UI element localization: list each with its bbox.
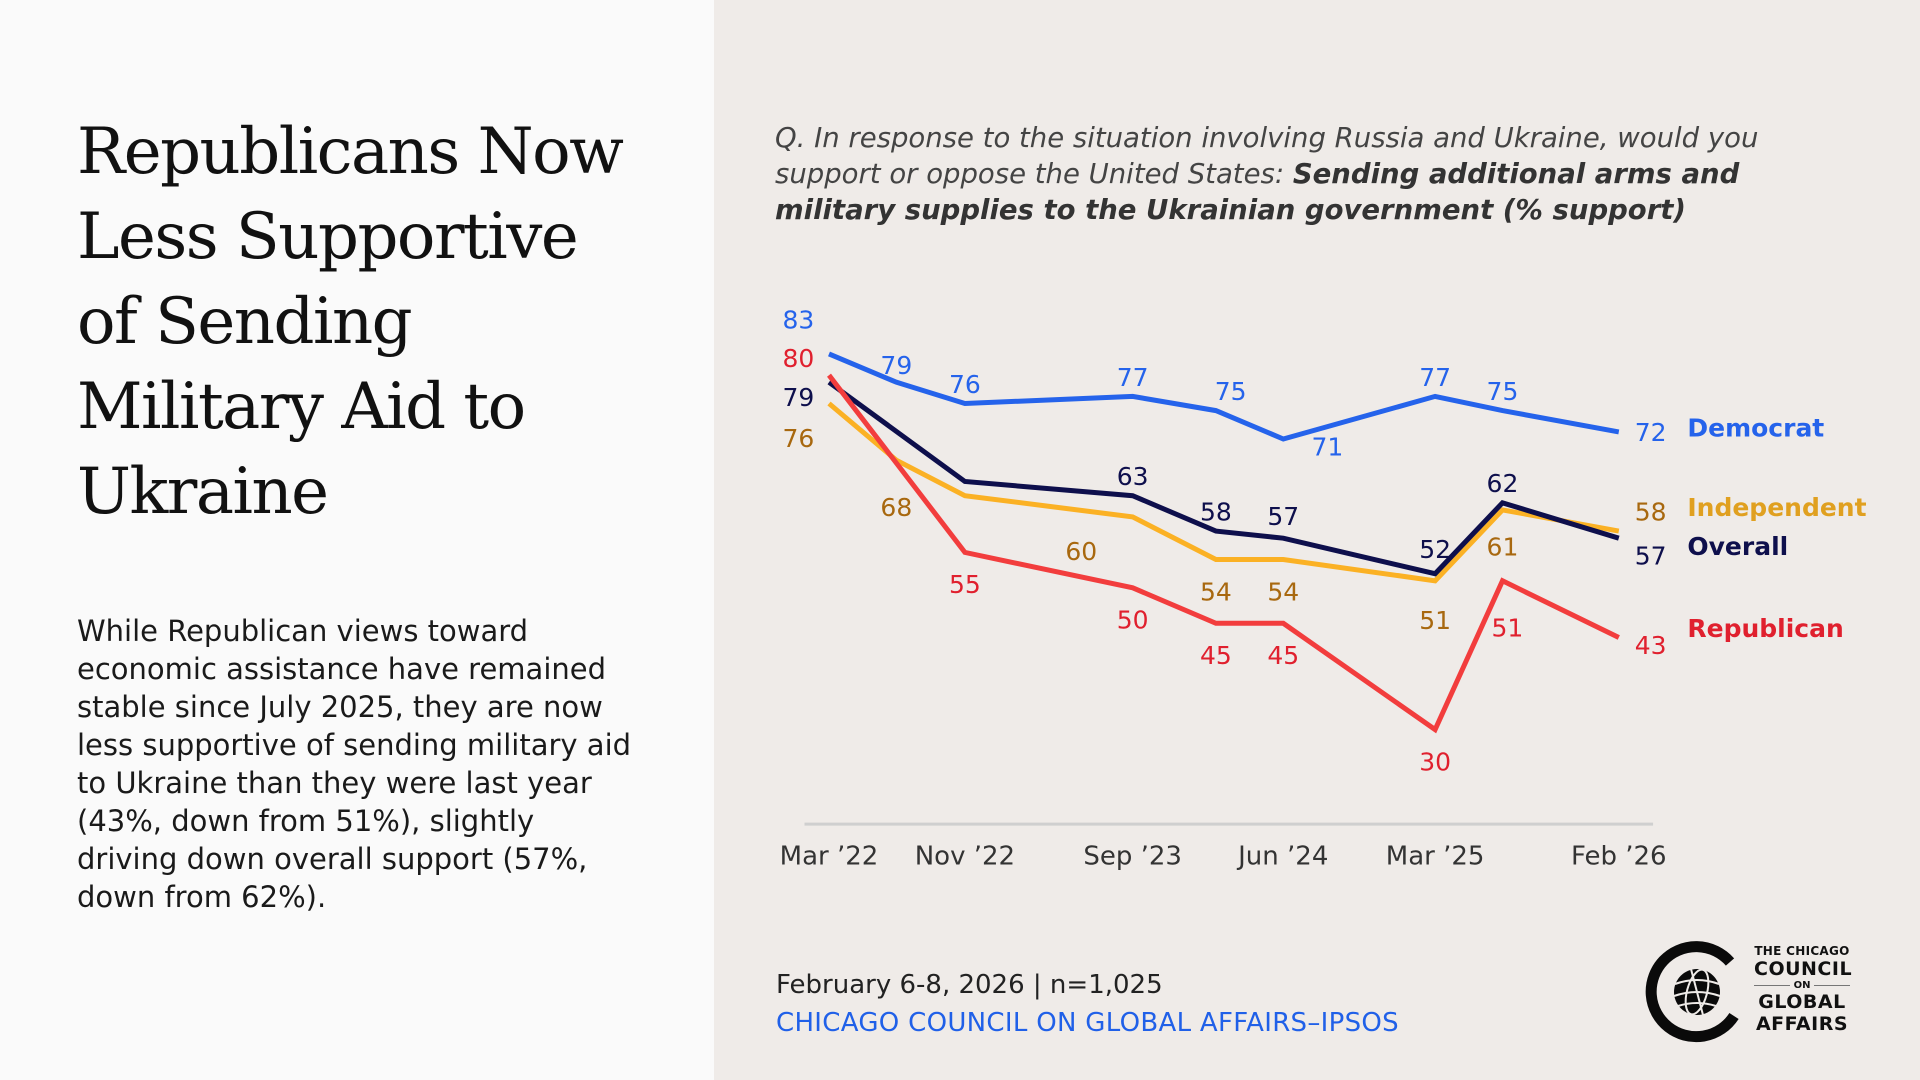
headline-line: Republicans Now: [77, 115, 624, 189]
data-label-independent: 58: [1635, 498, 1667, 527]
left-panel: Republicans Now Less Supportive of Sendi…: [0, 0, 714, 1080]
data-label-republican: 30: [1419, 747, 1451, 776]
data-label-republican: 51: [1491, 613, 1523, 642]
logo-line: COUNCIL: [1754, 958, 1853, 980]
data-label-overall: 52: [1419, 535, 1451, 564]
data-label-independent: 60: [1065, 537, 1097, 566]
source-label: CHICAGO COUNCIL ON GLOBAL AFFAIRS–IPSOS: [776, 1008, 1399, 1038]
data-label-democrat: 83: [782, 306, 814, 335]
logo-wordmark: THE CHICAGO COUNCIL ON GLOBAL AFFAIRS: [1754, 944, 1853, 1035]
logo-line: GLOBAL: [1758, 991, 1846, 1013]
logo-line: THE CHICAGO: [1754, 944, 1850, 958]
question-prefix: Q. In response to the situation involvin…: [775, 122, 1759, 190]
data-label-democrat: 77: [1419, 363, 1451, 392]
series-line-overall: [827, 380, 1620, 577]
logo-line: AFFAIRS: [1755, 1013, 1849, 1035]
data-label-independent: 54: [1267, 577, 1299, 606]
logo-line: ON: [1754, 980, 1850, 991]
data-label-overall: 57: [1635, 541, 1667, 570]
x-tick-label: Mar ’22: [780, 841, 879, 871]
legend-independent: Independent: [1687, 493, 1866, 522]
data-label-independent: 76: [782, 424, 814, 453]
series-line-republican: [827, 373, 1620, 734]
chicago-council-logo: THE CHICAGO COUNCIL ON GLOBAL AFFAIRS: [1642, 938, 1852, 1048]
globe-c-icon: [1645, 941, 1739, 1043]
data-label-independent: 61: [1487, 533, 1519, 562]
series-line-democrat: [828, 351, 1620, 442]
question-emphasis: Sending additional arms and military sup…: [775, 158, 1740, 226]
body-text: While Republican views toward economic a…: [77, 614, 632, 914]
headline-line: of Sending: [77, 285, 413, 359]
headline-line: Ukraine: [77, 455, 329, 529]
data-label-republican: 55: [949, 570, 981, 599]
x-tick-label: Nov ’22: [915, 841, 1015, 871]
data-label-democrat: 71: [1311, 432, 1343, 461]
data-label-democrat: 72: [1635, 418, 1667, 447]
data-label-democrat: 76: [949, 370, 981, 399]
survey-date-sample: February 6-8, 2026 | n=1,025: [776, 970, 1163, 1000]
data-label-republican: 43: [1635, 631, 1667, 660]
data-label-overall: 63: [1117, 462, 1149, 491]
survey-question: Q. In response to the situation involvin…: [775, 120, 1815, 228]
data-label-republican: 50: [1117, 606, 1149, 635]
data-label-independent: 68: [880, 493, 912, 522]
data-label-democrat: 77: [1117, 363, 1149, 392]
headline: Republicans Now Less Supportive of Sendi…: [77, 110, 677, 535]
series-line-independent: [827, 401, 1620, 584]
data-label-republican: 45: [1200, 641, 1232, 670]
data-label-overall: 58: [1200, 498, 1232, 527]
legend-overall: Overall: [1687, 532, 1788, 561]
data-label-overall: 57: [1267, 502, 1299, 531]
data-label-democrat: 79: [880, 351, 912, 380]
x-tick-label: Mar ’25: [1386, 841, 1485, 871]
data-label-republican: 45: [1267, 641, 1299, 670]
data-label-democrat: 75: [1215, 377, 1247, 406]
data-label-independent: 51: [1419, 606, 1451, 635]
legend-democrat: Democrat: [1687, 413, 1824, 442]
x-tick-label: Jun ’24: [1236, 841, 1328, 871]
x-tick-label: Feb ’26: [1571, 841, 1667, 871]
legend-republican: Republican: [1687, 614, 1843, 643]
data-label-democrat: 75: [1487, 377, 1519, 406]
headline-line: Military Aid to: [77, 370, 526, 444]
data-label-overall: 79: [782, 383, 814, 412]
data-label-independent: 54: [1200, 577, 1232, 606]
data-label-republican: 80: [782, 344, 814, 373]
data-label-overall: 62: [1487, 469, 1519, 498]
headline-line: Less Supportive: [77, 200, 579, 274]
x-tick-label: Sep ’23: [1083, 841, 1182, 871]
